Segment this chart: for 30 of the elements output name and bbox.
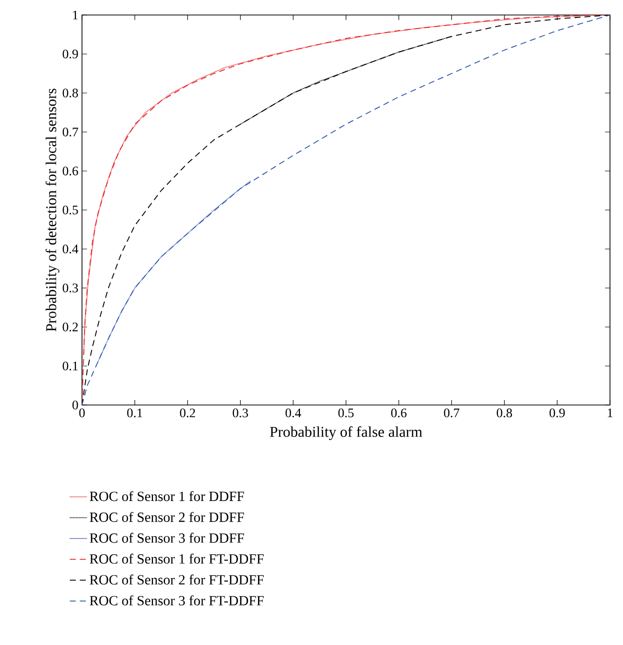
y-tick-label: 0.1 — [62, 362, 78, 370]
y-tick-label: 0.5 — [62, 206, 78, 214]
y-axis-title: Probability of detection for local sensors — [46, 88, 60, 332]
x-tick-label: 1 — [608, 408, 612, 418]
y-tick-label: 0.3 — [62, 284, 78, 292]
x-tick-label: 0.8 — [496, 408, 512, 418]
y-tick-label: 0.2 — [62, 322, 78, 332]
legend-label: ROC of Sensor 3 for FT-DDFF — [90, 595, 264, 606]
x-tick-label: 0 — [79, 408, 85, 418]
legend-label: ROC of Sensor 3 for DDFF — [90, 532, 244, 543]
x-tick-label: 0.3 — [232, 408, 248, 418]
x-tick-label: 0.1 — [127, 408, 142, 418]
x-tick-label: 0.5 — [338, 408, 354, 418]
x-tick-label: 0.9 — [550, 408, 565, 418]
x-tick-label: 0.7 — [444, 408, 460, 418]
x-tick-label: 0.6 — [391, 408, 407, 418]
y-tick-label: 0.4 — [62, 244, 78, 254]
legend-label: ROC of Sensor 1 for DDFF — [90, 491, 244, 502]
y-tick-label: 1 — [73, 10, 78, 20]
legend-label: ROC of Sensor 2 for FT-DDFF — [90, 574, 264, 585]
y-tick-label: 0.7 — [62, 128, 78, 136]
y-tick-label: 0 — [72, 400, 78, 410]
y-tick-label: 0.8 — [62, 88, 78, 98]
y-tick-label: 0.9 — [62, 50, 78, 58]
legend-label: ROC of Sensor 2 for DDFF — [90, 512, 244, 522]
x-tick-label: 0.2 — [180, 408, 196, 418]
y-tick-label: 0.6 — [62, 166, 78, 176]
x-axis-title: Probability of false alarm — [270, 426, 422, 440]
x-tick-label: 0.4 — [286, 408, 302, 418]
legend-label: ROC of Sensor 1 for FT-DDFF — [90, 554, 264, 564]
